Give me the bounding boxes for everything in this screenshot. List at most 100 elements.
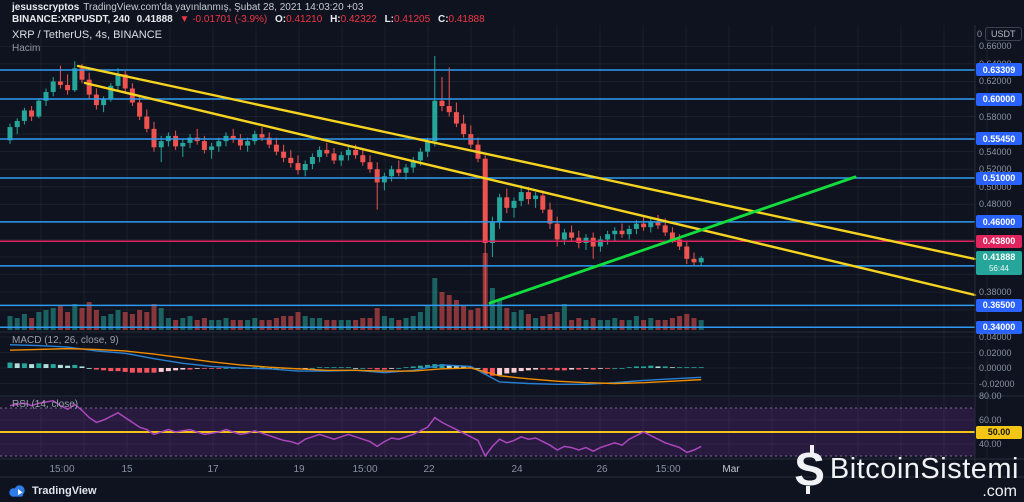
macd-histogram-bar	[194, 368, 200, 369]
macd-histogram-bar	[684, 367, 690, 369]
close-value: 0.41888	[448, 14, 485, 25]
macd-signal-line	[9, 347, 702, 385]
candle-body	[518, 192, 524, 201]
price-axis-tick: 0.48000	[979, 199, 1012, 210]
symbol-interval: BINANCE:XRPUSDT, 240	[12, 14, 130, 25]
macd-histogram-bar	[187, 368, 193, 370]
macd-histogram-bar	[626, 367, 632, 369]
macd-histogram-bar	[309, 368, 315, 369]
candle-body	[187, 137, 193, 143]
volume-bar	[633, 316, 639, 330]
candle-body	[21, 110, 27, 121]
volume-bar	[57, 306, 63, 330]
time-axis-label: 15:00	[49, 464, 75, 475]
macd-histogram-bar	[461, 366, 467, 368]
macd-histogram-bar	[511, 368, 517, 373]
candle-body	[79, 68, 85, 80]
price-axis-tick: 0.50000	[979, 181, 1012, 192]
candle-body	[230, 135, 236, 140]
price-level-badge: 0.43800	[976, 234, 1022, 248]
macd-axis-tick: -0.02000	[979, 378, 1015, 389]
currency-toggle-button[interactable]: USDT	[985, 27, 1022, 41]
volume-bar	[396, 320, 402, 330]
candle-body	[115, 74, 121, 86]
candle-body	[259, 134, 265, 138]
candle-body	[295, 163, 301, 171]
macd-histogram-bar	[338, 367, 344, 369]
macd-histogram-bar	[21, 363, 27, 368]
macd-histogram-bar	[569, 368, 575, 370]
candle-body	[403, 167, 409, 173]
volume-bar	[353, 320, 359, 330]
macd-histogram-bar	[230, 368, 236, 369]
volume-bar	[684, 314, 690, 330]
macd-histogram-bar	[273, 368, 279, 369]
candle-body	[180, 142, 186, 147]
watermark-tld: .com	[982, 483, 1017, 500]
time-axis-label: 15:00	[352, 464, 378, 475]
low-label: L:	[384, 14, 395, 25]
macd-histogram-bar	[209, 368, 215, 369]
time-axis-label: 19	[293, 464, 305, 475]
price-axis-tick: 0.66000	[979, 41, 1012, 52]
macd-histogram-bar	[554, 368, 560, 371]
symbol-info-bar: BINANCE:XRPUSDT, 240 0.41888 ▼ -0.01701 …	[12, 14, 485, 25]
candle-body	[590, 237, 596, 247]
macd-histogram-bar	[137, 368, 143, 373]
macd-histogram-bar	[605, 368, 611, 369]
volume-bar	[597, 320, 603, 330]
macd-histogram-bar	[180, 368, 186, 370]
macd-histogram-bar	[108, 368, 114, 372]
volume-bar	[439, 292, 445, 330]
volume-bar	[389, 318, 395, 330]
candle-body	[144, 116, 150, 129]
candle-body	[101, 99, 107, 106]
macd-histogram-bar	[576, 368, 582, 370]
candle-body	[547, 209, 553, 224]
volume-bar	[367, 318, 373, 330]
volume-bar	[605, 320, 611, 330]
candle-body	[489, 221, 495, 243]
macd-histogram-bar	[533, 368, 539, 370]
volume-bar	[7, 316, 13, 330]
macd-axis-tick: 0.00000	[979, 363, 1012, 373]
macd-histogram-bar	[691, 367, 697, 369]
time-axis-label: 22	[423, 464, 435, 475]
price-level-badge: 0.46000	[976, 215, 1022, 229]
price-level-badge: 0.55450	[976, 132, 1022, 146]
candle-body	[511, 200, 517, 208]
candle-body	[453, 112, 459, 124]
macd-histogram-bar	[144, 368, 150, 373]
macd-histogram-bar	[302, 368, 308, 369]
macd-histogram-bar	[410, 366, 416, 368]
candle-body	[662, 225, 668, 233]
candle-body	[367, 162, 373, 170]
candle-body	[36, 100, 42, 117]
tradingview-attribution[interactable]: TradingView	[9, 485, 97, 497]
candle-body	[576, 237, 582, 243]
macd-histogram-bar	[317, 367, 323, 369]
close-label: C:	[437, 14, 449, 25]
bitcoin-s-icon: S	[794, 442, 825, 495]
macd-histogram-bar	[201, 368, 207, 369]
macd-indicator-label: MACD (12, 26, close, 9)	[12, 335, 119, 346]
macd-histogram-bar	[425, 364, 431, 368]
candle-body	[626, 228, 632, 235]
macd-histogram-bar	[655, 366, 661, 368]
volume-bar	[691, 318, 697, 330]
rsi-axis-tick: 80.00	[979, 391, 1002, 401]
axis-zero-label: 0	[977, 29, 983, 39]
macd-histogram-bar	[648, 365, 654, 368]
macd-histogram-bar	[252, 367, 258, 369]
volume-bar	[518, 310, 524, 330]
candle-body	[605, 234, 611, 240]
high-label: H:	[330, 14, 341, 25]
volume-bar	[497, 300, 503, 330]
macd-histogram-bar	[165, 368, 171, 372]
volume-bar	[576, 318, 582, 330]
candle-body	[338, 155, 344, 161]
volume-bar	[165, 318, 171, 330]
volume-bar	[72, 304, 78, 330]
rsi-middle-badge: 50.00	[976, 425, 1022, 439]
